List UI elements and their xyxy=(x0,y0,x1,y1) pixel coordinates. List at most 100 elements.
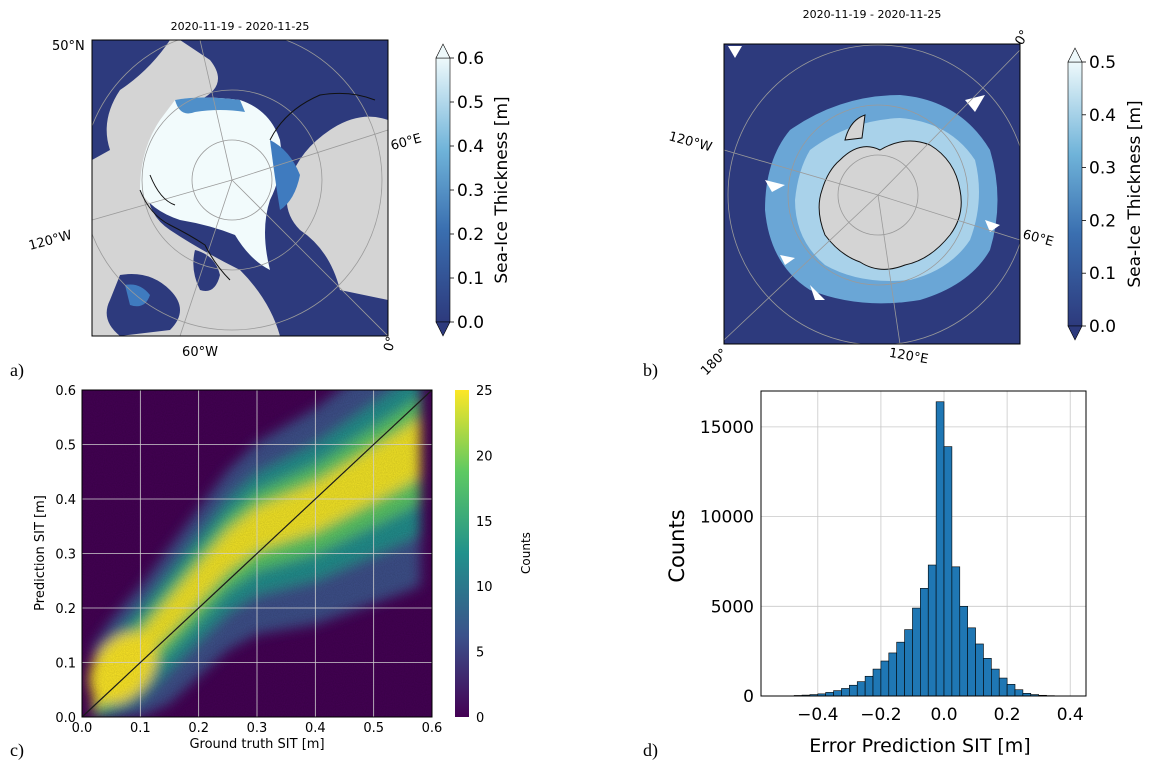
panel-d-frame xyxy=(760,390,1087,697)
panel-b-colorbar-tick-label: 0.3 xyxy=(1089,159,1116,179)
histogram-bar xyxy=(991,668,1000,697)
d-xtick-label: −0.2 xyxy=(860,705,901,725)
panel-b-colorbar-tick-label: 0.5 xyxy=(1089,53,1116,73)
c-colorbar-tick-label: 5 xyxy=(476,646,484,661)
c-xtick-label: 0.0 xyxy=(72,721,93,736)
panel-a-lon-label-0: 0° xyxy=(381,335,399,353)
histogram-bar xyxy=(951,566,961,697)
panel-b-lon-label-60e: 60°E xyxy=(1021,227,1055,250)
panel-a-lon-label-120w: 120°W xyxy=(27,228,74,254)
histogram-bar xyxy=(1014,689,1024,697)
histogram-bar xyxy=(1006,684,1016,697)
panel-a-lon-label-60e: 60°E xyxy=(389,131,423,154)
identity-line xyxy=(81,389,433,718)
histogram-bar xyxy=(896,641,905,697)
panel-b-colorbar-tick-label: 0.1 xyxy=(1089,264,1116,284)
panel-b-colorbar: 0.0 0.1 0.2 0.3 0.4 0.5 Sea-Ice Thickness [m] xyxy=(1067,47,1145,341)
panel-b-colorbar-label: Sea-Ice Thickness [m] xyxy=(1125,100,1145,287)
panel-a-colorbar-tick-label: 0.1 xyxy=(457,269,484,289)
panel-c-xlabel: Ground truth SIT [m] xyxy=(189,737,324,752)
histogram-bar xyxy=(935,401,945,697)
d-xtick-label: 0.0 xyxy=(930,705,957,725)
panel-c-ylabel: Prediction SIT [m] xyxy=(33,495,48,611)
histogram-bar xyxy=(825,692,834,697)
panel-c-colorbar: 0 5 10 15 20 25 Counts xyxy=(455,384,533,726)
d-xtick-label: 0.4 xyxy=(1057,705,1084,725)
density-heatmap xyxy=(82,390,432,717)
histogram-bar xyxy=(975,643,984,697)
histogram-bar xyxy=(967,627,976,697)
panel-b-frame xyxy=(723,43,1021,345)
panel-label-a: a) xyxy=(10,360,24,380)
c-colorbar-tick-label: 25 xyxy=(476,384,493,399)
c-ytick-label: 0.0 xyxy=(55,711,76,726)
panel-b-title: 2020-11-19 - 2020-11-25 xyxy=(803,8,942,21)
c-colorbar-tick-label: 10 xyxy=(476,580,493,595)
histogram-bar xyxy=(983,658,992,697)
panel-a-colorbar-tick-label: 0.3 xyxy=(457,181,484,201)
d-ytick-label: 0 xyxy=(743,687,754,707)
panel-a-lon-label-60w: 60°W xyxy=(182,345,218,360)
c-xtick-label: 0.2 xyxy=(188,721,209,736)
panel-a-frame xyxy=(91,39,389,337)
panel-c-colorbar-label: Counts xyxy=(519,532,533,574)
panel-a-lat-label: 50°N xyxy=(52,39,85,54)
panel-a-colorbar-tick-label: 0.5 xyxy=(457,93,484,113)
c-xtick-label: 0.3 xyxy=(247,721,268,736)
panel-a-colorbar-label: Sea-Ice Thickness [m] xyxy=(492,96,512,283)
antarctic-map xyxy=(724,44,1020,344)
panel-label-c: c) xyxy=(10,740,24,760)
panel-d-xlabel: Error Prediction SIT [m] xyxy=(809,735,1030,757)
panel-label-b: b) xyxy=(643,360,658,380)
c-colorbar-tick-label: 15 xyxy=(476,515,493,530)
panel-d: −0.4 −0.2 0.0 0.2 0.4 0 5000 10000 15000 Error … xyxy=(665,390,1087,757)
panel-a: 2020-11-19 - 2020-11-25 xyxy=(27,20,512,360)
d-ytick-label: 15000 xyxy=(700,418,754,438)
c-ytick-label: 0.1 xyxy=(55,657,76,672)
panel-a-colorbar: 0.0 0.1 0.2 0.3 0.4 0.5 0.6 Sea-Ice Thickness … xyxy=(435,43,512,337)
histogram-bar xyxy=(927,564,937,697)
histogram-bars xyxy=(793,401,1055,697)
panel-b-colorbar-tick-label: 0.4 xyxy=(1089,106,1116,126)
histogram-bar xyxy=(888,652,897,697)
c-xtick-label: 0.1 xyxy=(130,721,151,736)
histogram-bar xyxy=(959,605,968,697)
panel-label-d: d) xyxy=(643,740,658,760)
c-xtick-label: 0.5 xyxy=(363,721,384,736)
panel-a-title: 2020-11-19 - 2020-11-25 xyxy=(171,20,310,33)
panel-d-ylabel: Counts xyxy=(665,509,689,582)
panel-b-lon-label-120e: 120°E xyxy=(888,346,930,368)
c-colorbar-tick-label: 0 xyxy=(476,711,484,726)
panel-b: 2020-11-19 - 2020-11-25 xyxy=(667,8,1145,379)
panel-a-colorbar-tick-label: 0.2 xyxy=(457,225,484,245)
histogram-bar xyxy=(849,684,858,697)
panel-b-colorbar-tick-label: 0.2 xyxy=(1089,211,1116,231)
histogram-bar xyxy=(856,681,866,697)
c-xtick-label: 0.6 xyxy=(422,721,443,736)
panel-c: 0.0 0.1 0.2 0.3 0.4 0.5 0.6 0.0 0.1 0.2 0.3 0.4 0.5… xyxy=(33,384,533,752)
histogram-bar xyxy=(904,629,913,697)
panel-b-lon-label-120w: 120°W xyxy=(667,129,714,155)
c-ytick-label: 0.5 xyxy=(55,439,76,454)
d-ytick-label: 10000 xyxy=(700,508,754,528)
d-ytick-label: 5000 xyxy=(711,597,754,617)
panel-a-colorbar-tick-label: 0.0 xyxy=(457,313,484,333)
d-xtick-label: −0.4 xyxy=(797,705,838,725)
arctic-map xyxy=(92,40,388,336)
c-ytick-label: 0.2 xyxy=(55,602,76,617)
d-xtick-label: 0.2 xyxy=(994,705,1021,725)
c-xtick-label: 0.4 xyxy=(305,721,326,736)
panel-c-frame xyxy=(81,389,433,718)
histogram-bar xyxy=(943,446,953,697)
histogram-bar xyxy=(880,660,890,697)
panel-b-lon-label-180: 180° xyxy=(698,346,731,379)
histogram-bar xyxy=(864,675,874,697)
c-ytick-label: 0.4 xyxy=(55,493,76,508)
c-colorbar-tick-label: 20 xyxy=(476,449,493,464)
histogram-bar xyxy=(920,588,929,697)
c-ytick-label: 0.3 xyxy=(55,548,76,563)
panel-b-colorbar-tick-label: 0.0 xyxy=(1089,317,1116,337)
panel-a-colorbar-tick-label: 0.6 xyxy=(457,49,484,69)
panel-b-lon-label-0: 0° xyxy=(1012,28,1032,48)
